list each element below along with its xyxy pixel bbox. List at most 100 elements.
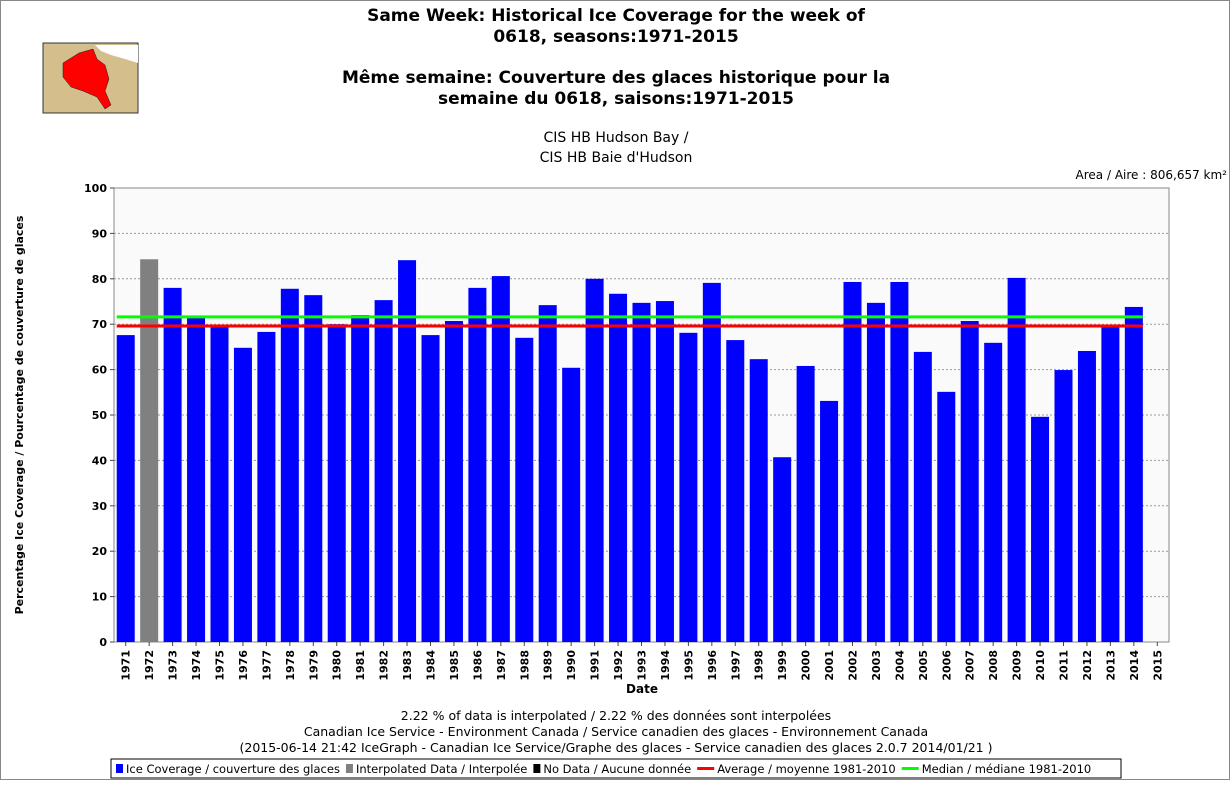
bar-2010: [1031, 416, 1050, 642]
bar-1984: [421, 335, 440, 642]
bar-1996: [702, 282, 721, 642]
legend-item: Median / médiane 1981-2010: [922, 762, 1092, 776]
bar-1980: [327, 324, 346, 642]
x-tick-label: 1995: [682, 650, 695, 681]
bar-1979: [304, 295, 323, 642]
x-tick-label: 2013: [1104, 650, 1117, 681]
chart-title-en: Same Week: Historical Ice Coverage for t…: [367, 6, 865, 26]
bar-2007: [960, 321, 979, 642]
x-tick-label: 1990: [565, 650, 578, 681]
bar-1972: [140, 259, 159, 642]
x-tick-label: 1986: [471, 650, 484, 681]
x-tick-label: 1999: [776, 650, 789, 681]
y-tick-label: 40: [92, 454, 108, 467]
y-axis-label: Percentage Ice Coverage / Pourcentage de…: [13, 215, 26, 614]
x-tick-label: 2009: [1011, 650, 1024, 681]
footer-note: 2.22 % of data is interpolated / 2.22 % …: [401, 708, 831, 723]
x-tick-label: 1971: [120, 650, 133, 681]
bar-2005: [913, 351, 932, 642]
bar-2014: [1124, 306, 1143, 642]
bar-2012: [1077, 350, 1096, 642]
x-tick-label: 2010: [1034, 650, 1047, 681]
legend-box: [110, 758, 1122, 779]
y-tick-label: 60: [92, 364, 108, 377]
x-axis-label: Date: [626, 682, 658, 696]
x-tick-label: 2001: [823, 650, 836, 681]
legend-swatch: [697, 767, 715, 770]
x-tick-label: 1989: [542, 650, 555, 681]
x-tick-label: 1979: [307, 650, 320, 681]
legend-swatch: [116, 764, 123, 773]
bar-2000: [796, 365, 815, 642]
x-tick-label: 2007: [964, 650, 977, 681]
x-tick-label: 2003: [870, 650, 883, 681]
bar-2002: [843, 281, 862, 642]
chart-subtitle: CIS HB Hudson Bay /: [544, 130, 689, 146]
bar-1993: [632, 302, 651, 642]
bar-1995: [679, 332, 698, 642]
x-tick-label: 1972: [143, 650, 156, 681]
x-tick-label: 2004: [893, 650, 906, 681]
legend-swatch: [901, 767, 919, 770]
y-tick-label: 20: [92, 545, 108, 558]
region-map-thumbnail: [42, 42, 139, 114]
chart-title-fr: Même semaine: Couverture des glaces hist…: [342, 68, 890, 88]
x-tick-label: 1993: [636, 650, 649, 681]
x-tick-label: 1976: [237, 650, 250, 681]
legend-item: Interpolated Data / Interpolée: [356, 762, 527, 776]
x-tick-label: 1985: [448, 650, 461, 681]
x-tick-label: 1974: [190, 650, 203, 681]
area-label: Area / Aire : 806,657 km²: [1076, 168, 1228, 182]
bar-1981: [351, 315, 370, 642]
bar-1992: [609, 293, 628, 642]
x-tick-label: 1996: [706, 650, 719, 681]
bar-2004: [890, 281, 909, 642]
legend-swatch: [533, 764, 541, 773]
y-tick-label: 70: [92, 318, 108, 331]
bar-1988: [515, 337, 534, 642]
y-tick-label: 0: [99, 636, 107, 649]
footer-note: (2015-06-14 21:42 IceGraph - Canadian Ic…: [239, 740, 992, 755]
bar-1986: [468, 287, 487, 642]
y-tick-label: 80: [92, 273, 108, 286]
y-tick-label: 50: [92, 409, 108, 422]
bar-1997: [726, 340, 745, 642]
x-tick-label: 1983: [401, 650, 414, 681]
bar-2003: [866, 302, 885, 642]
y-tick-label: 90: [92, 227, 108, 240]
bar-1975: [210, 326, 229, 642]
bar-1978: [280, 288, 299, 642]
bar-1999: [773, 457, 792, 642]
x-tick-label: 1981: [354, 650, 367, 681]
bar-1991: [585, 278, 604, 642]
bar-1990: [562, 367, 581, 642]
bar-2011: [1054, 370, 1073, 642]
bar-2013: [1101, 326, 1120, 642]
x-tick-label: 1994: [659, 650, 672, 681]
x-tick-label: 2011: [1058, 650, 1071, 681]
bar-2006: [937, 391, 956, 642]
bar-1974: [187, 317, 206, 642]
bar-1989: [538, 305, 557, 642]
bar-2008: [984, 342, 1003, 642]
legend-swatch: [345, 764, 353, 773]
x-tick-label: 2000: [800, 650, 813, 681]
x-tick-label: 1992: [612, 650, 625, 681]
bar-1983: [398, 260, 417, 642]
bar-1976: [233, 347, 252, 642]
x-tick-label: 1998: [753, 650, 766, 681]
x-tick-label: 1975: [214, 650, 227, 681]
legend-item: Ice Coverage / couverture des glaces: [126, 762, 340, 776]
x-tick-label: 1997: [729, 650, 742, 681]
legend-item: No Data / Aucune donnée: [543, 762, 691, 776]
x-tick-label: 2002: [847, 650, 860, 681]
x-tick-label: 2006: [940, 650, 953, 681]
x-tick-label: 2008: [987, 650, 1000, 681]
bar-1973: [163, 287, 182, 642]
x-tick-label: 1978: [284, 650, 297, 681]
bar-1971: [116, 335, 135, 642]
chart-title-fr: semaine du 0618, saisons:1971-2015: [438, 89, 794, 109]
x-tick-label: 2014: [1128, 650, 1141, 681]
